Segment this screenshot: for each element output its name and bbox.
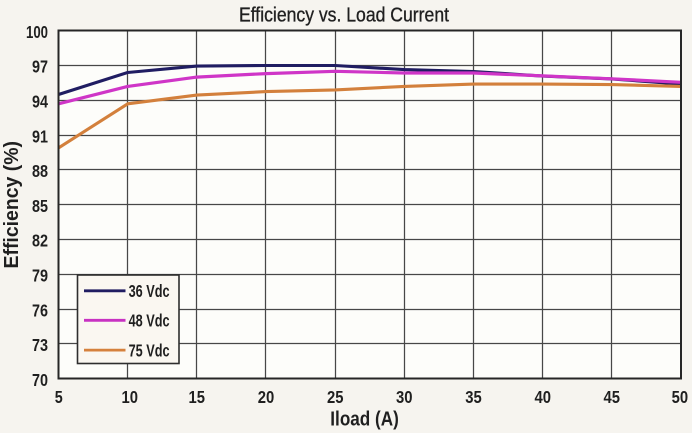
svg-text:82: 82 [32, 231, 48, 251]
svg-text:5: 5 [55, 387, 63, 407]
svg-text:Iload (A): Iload (A) [330, 408, 399, 430]
svg-text:85: 85 [32, 196, 48, 216]
svg-text:40: 40 [534, 387, 551, 407]
svg-text:100: 100 [26, 22, 48, 42]
svg-text:97: 97 [32, 57, 48, 77]
svg-text:94: 94 [32, 92, 48, 112]
svg-text:25: 25 [327, 387, 344, 407]
svg-text:15: 15 [189, 387, 206, 407]
svg-text:91: 91 [32, 126, 48, 146]
svg-text:36 Vdc: 36 Vdc [129, 281, 170, 301]
svg-text:20: 20 [258, 387, 275, 407]
svg-text:79: 79 [32, 266, 48, 286]
svg-text:88: 88 [32, 161, 48, 181]
svg-text:Efficiency vs. Load Current: Efficiency vs. Load Current [239, 4, 449, 26]
svg-text:75 Vdc: 75 Vdc [129, 341, 170, 361]
svg-text:Efficiency (%): Efficiency (%) [1, 141, 23, 269]
svg-text:73: 73 [32, 335, 48, 355]
svg-text:70: 70 [32, 370, 48, 390]
svg-text:48 Vdc: 48 Vdc [129, 311, 170, 331]
svg-text:35: 35 [465, 387, 482, 407]
svg-text:45: 45 [604, 387, 621, 407]
svg-text:76: 76 [32, 300, 48, 320]
svg-text:50: 50 [672, 387, 689, 407]
svg-text:10: 10 [121, 387, 138, 407]
svg-text:30: 30 [396, 387, 413, 407]
